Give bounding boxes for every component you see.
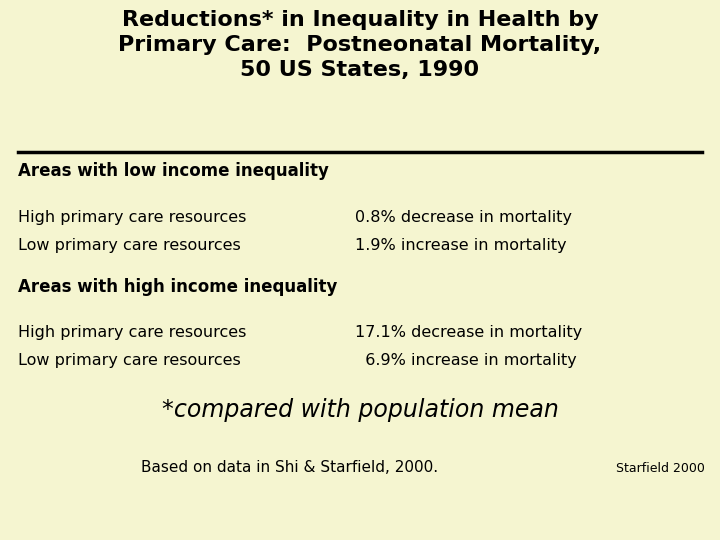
Text: 17.1% decrease in mortality: 17.1% decrease in mortality bbox=[355, 325, 582, 340]
Text: Areas with low income inequality: Areas with low income inequality bbox=[18, 162, 329, 180]
Text: 1.9% increase in mortality: 1.9% increase in mortality bbox=[355, 238, 567, 253]
Text: *compared with population mean: *compared with population mean bbox=[161, 398, 559, 422]
Text: Reductions* in Inequality in Health by
Primary Care:  Postneonatal Mortality,
50: Reductions* in Inequality in Health by P… bbox=[118, 10, 602, 79]
Text: Starfield 2000: Starfield 2000 bbox=[616, 462, 704, 475]
Text: 6.9% increase in mortality: 6.9% increase in mortality bbox=[355, 353, 577, 368]
Text: High primary care resources: High primary care resources bbox=[18, 325, 246, 340]
Text: Low primary care resources: Low primary care resources bbox=[18, 238, 240, 253]
Text: Based on data in Shi & Starfield, 2000.: Based on data in Shi & Starfield, 2000. bbox=[141, 460, 438, 475]
Text: High primary care resources: High primary care resources bbox=[18, 210, 246, 225]
Text: Low primary care resources: Low primary care resources bbox=[18, 353, 240, 368]
Text: Areas with high income inequality: Areas with high income inequality bbox=[18, 278, 338, 296]
Text: 0.8% decrease in mortality: 0.8% decrease in mortality bbox=[355, 210, 572, 225]
